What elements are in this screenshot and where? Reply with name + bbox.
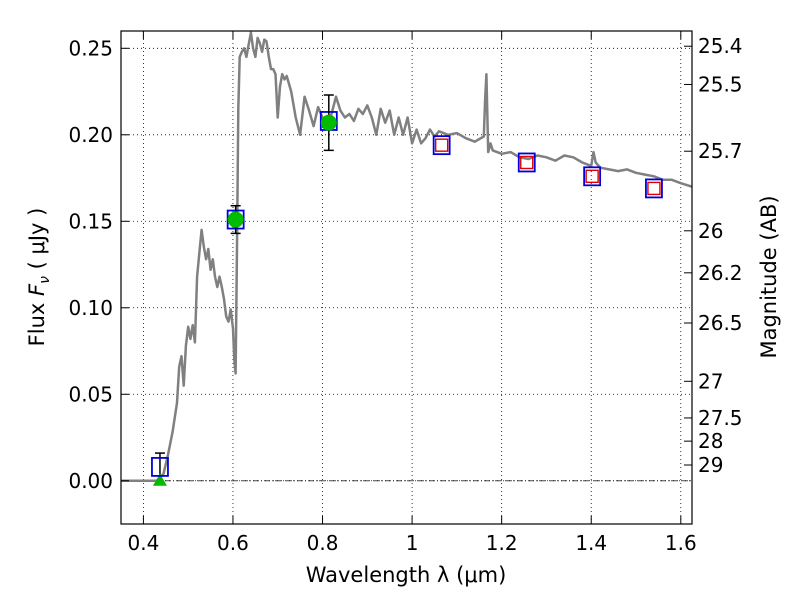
y2-tick-label: 25.5 <box>698 72 743 96</box>
y2-axis-title: Magnitude (AB) <box>757 195 781 358</box>
x-axis-title: Wavelength λ (μm) <box>306 563 507 587</box>
x-tick-label: 0.8 <box>307 531 339 555</box>
y2-tick-label: 28 <box>698 429 723 453</box>
y2-tick-label: 26.2 <box>698 261 743 285</box>
y2-tick-label: 26.5 <box>698 311 743 335</box>
predicted-photometry-square <box>434 138 449 152</box>
predicted-photometry-square <box>520 155 534 170</box>
y-axis-title: Flux Fν ( μJy ) <box>25 208 53 347</box>
observed-photometry-point <box>227 211 244 228</box>
y2-tick-label: 27.5 <box>698 406 743 430</box>
y-tick-label: 0.05 <box>68 382 113 406</box>
x-axis-ticks: 0.4 0.6 0.8 1 1.2 1.4 1.6 <box>127 31 697 555</box>
x-tick-label: 0.4 <box>127 531 159 555</box>
y-tick-label: 0.15 <box>68 209 113 233</box>
y2-tick-label: 26 <box>698 219 723 243</box>
model-photometry-square <box>645 178 663 199</box>
upper-limit-triangle <box>152 473 167 486</box>
x-tick-label: 1.4 <box>575 531 607 555</box>
model-photometry-square <box>517 152 536 173</box>
model-photometry-square <box>151 457 169 477</box>
y-axis-title-unit: ( μJy ) <box>25 208 49 276</box>
y-tick-label: 0.25 <box>68 36 113 60</box>
y2-tick-label: 25.7 <box>698 139 743 163</box>
plot-area <box>121 31 692 524</box>
y-axis-ticks: 0.00 0.05 0.10 0.15 0.20 0.25 <box>68 36 129 493</box>
observed-photometry-point <box>320 114 337 131</box>
photometry-markers <box>151 94 663 486</box>
y-tick-label: 0.20 <box>68 123 113 147</box>
x-tick-label: 1 <box>406 531 419 555</box>
y-tick-label: 0.00 <box>68 469 113 493</box>
y-axis-title-subscript: ν <box>37 276 53 284</box>
y-axis-title-symbol: F <box>25 283 49 296</box>
y-tick-label: 0.10 <box>68 296 113 320</box>
y2-tick-label: 27 <box>698 369 723 393</box>
x-tick-label: 0.6 <box>217 531 249 555</box>
model-photometry-square <box>432 135 451 156</box>
predicted-photometry-square <box>647 181 661 196</box>
predicted-photometry-square <box>585 169 599 184</box>
x-tick-label: 1.6 <box>665 531 697 555</box>
y2-tick-label: 29 <box>698 453 723 477</box>
y-axis-title-prefix: Flux <box>25 296 49 346</box>
x-tick-label: 1.2 <box>486 531 518 555</box>
model-spectrum-line <box>121 31 692 483</box>
model-photometry-square <box>583 166 602 187</box>
plot-frame <box>120 30 693 525</box>
y2-tick-label: 25.4 <box>698 34 743 58</box>
